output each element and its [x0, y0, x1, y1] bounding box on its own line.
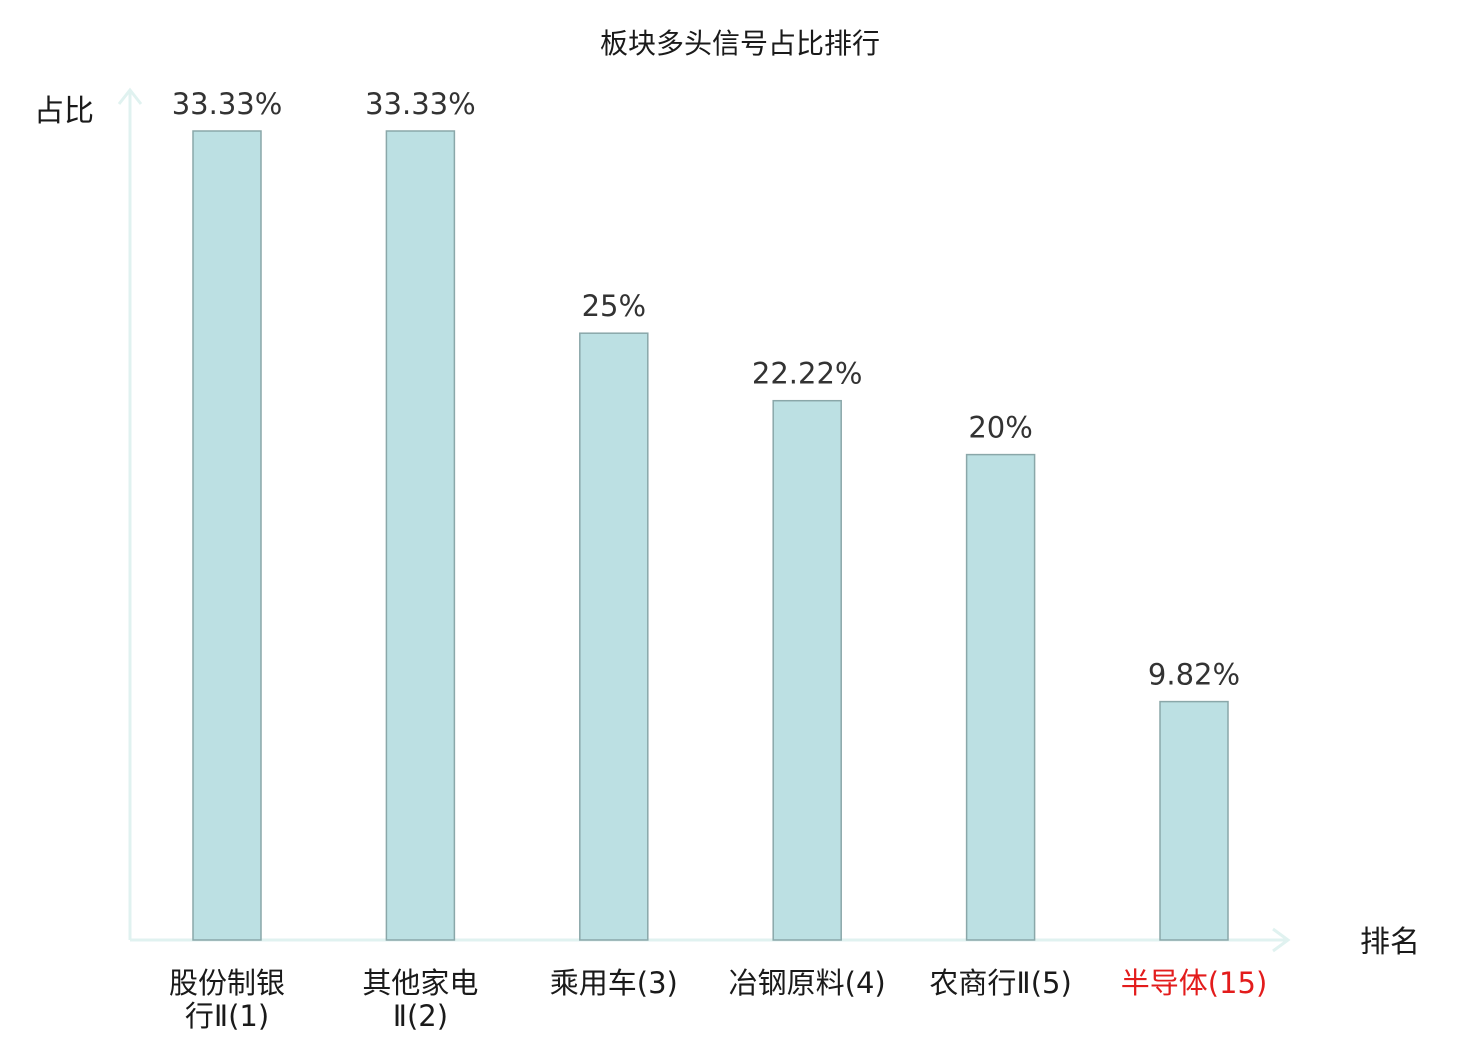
bar-3 [579, 332, 649, 941]
bar-1 [192, 130, 262, 941]
category-name: Ⅱ [393, 999, 407, 1033]
category-rank: (5) [1031, 966, 1072, 1000]
value-label-2: 33.33% [365, 87, 476, 121]
category-name: 半导体 [1121, 966, 1208, 1000]
category-name: 冶钢原料 [729, 966, 845, 1000]
x-axis-label: 排名 [1360, 925, 1420, 960]
category-label-1-line-2: 行Ⅱ(1) [185, 999, 269, 1033]
category-label-6-line-1: 半导体(15) [1121, 966, 1268, 1000]
x-axis-arrow [1272, 927, 1291, 953]
value-label-1: 33.33% [172, 87, 283, 121]
value-label-6: 9.82% [1148, 658, 1240, 692]
category-rank: (2) [407, 999, 448, 1033]
category-rank: (15) [1208, 966, 1268, 1000]
category-name: 乘用车 [550, 966, 637, 1000]
bar-6 [1159, 700, 1229, 941]
bar-2 [385, 130, 456, 941]
category-label-1-line-1: 股份制银 [169, 966, 285, 1000]
category-rank: (1) [228, 999, 269, 1033]
value-label-4: 22.22% [752, 357, 863, 391]
category-rank: (4) [845, 966, 886, 1000]
value-labels-group: 33.33% 33.33% 25% 22.22% 20% 9.82% [172, 87, 1240, 692]
category-name: 其他家电 [362, 966, 478, 1000]
y-axis-arrow [117, 87, 143, 105]
category-label-2-line-1: 其他家电 [362, 966, 478, 1000]
category-name: 农商行Ⅱ [929, 966, 1030, 1000]
category-label-5-line-1: 农商行Ⅱ(5) [929, 966, 1071, 1000]
category-name: 行Ⅱ [185, 999, 228, 1033]
category-rank: (3) [637, 966, 678, 1000]
y-axis-label: 占比 [34, 94, 94, 129]
bar-4 [772, 399, 842, 941]
value-label-5: 20% [968, 411, 1032, 445]
category-label-4-line-1: 冶钢原料(4) [729, 966, 886, 1000]
axes [117, 87, 1291, 953]
bar-5 [965, 453, 1036, 941]
value-label-3: 25% [582, 289, 646, 323]
bars-group [192, 130, 1229, 941]
category-name: 股份制银 [169, 966, 285, 1000]
chart-title: 板块多头信号占比排行 [600, 27, 880, 60]
category-label-2-line-2: Ⅱ(2) [393, 999, 448, 1033]
category-label-3-line-1: 乘用车(3) [550, 966, 678, 1000]
